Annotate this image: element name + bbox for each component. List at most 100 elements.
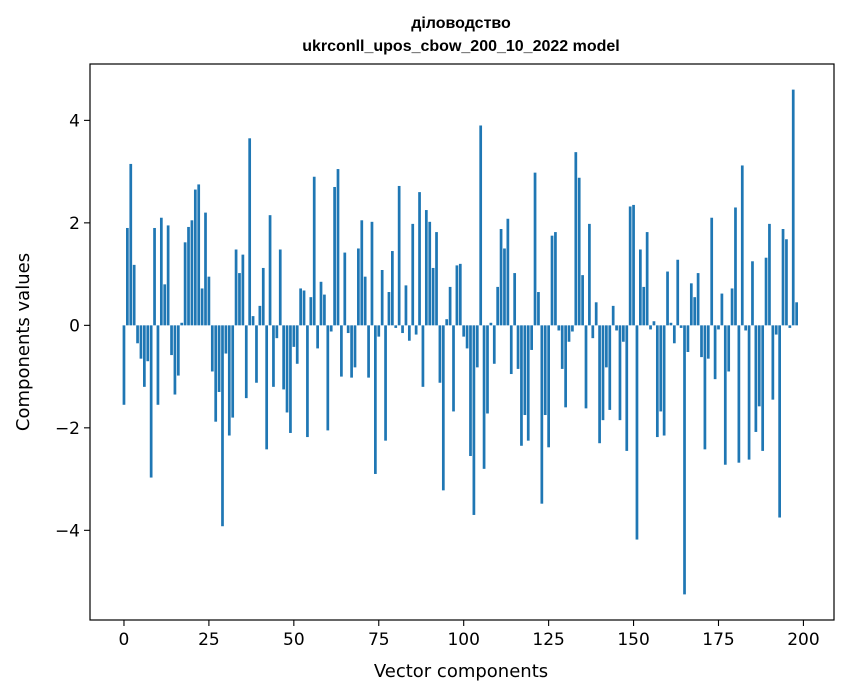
bar: [611, 305, 615, 326]
bar: [282, 325, 285, 390]
bar: [751, 261, 754, 326]
bar: [761, 325, 765, 451]
bar: [448, 286, 452, 326]
bar: [258, 305, 262, 326]
bar: [241, 254, 245, 326]
bar: [655, 325, 659, 438]
bar: [557, 325, 561, 331]
bar: [159, 217, 163, 326]
bar: [126, 227, 129, 326]
bar: [285, 325, 289, 413]
bar: [598, 325, 601, 444]
bar: [520, 325, 523, 446]
bar: [197, 184, 201, 326]
bar: [309, 297, 313, 326]
bar: [669, 322, 673, 326]
bar: [632, 204, 635, 326]
bar: [591, 325, 595, 339]
bar: [136, 325, 139, 344]
bar: [550, 235, 554, 326]
bar: [458, 263, 462, 326]
bar: [333, 186, 336, 326]
bar: [292, 325, 296, 347]
bar: [700, 325, 703, 358]
y-axis-label: Components values: [13, 253, 34, 431]
bar: [791, 89, 795, 326]
bar: [455, 265, 459, 326]
bar: [411, 223, 415, 326]
bar: [628, 206, 632, 326]
bar: [153, 227, 156, 326]
bar: [703, 325, 707, 450]
bar: [404, 285, 408, 326]
bar: [424, 210, 428, 326]
bar: [357, 248, 360, 326]
bar: [645, 232, 649, 326]
bar: [492, 325, 496, 364]
bar: [509, 325, 513, 375]
bar: [414, 325, 418, 335]
bar: [312, 176, 316, 326]
bar: [210, 325, 214, 372]
bar: [659, 325, 663, 412]
bar: [272, 325, 275, 387]
bar: [482, 325, 486, 469]
bar: [363, 276, 367, 326]
bar: [180, 322, 184, 326]
bar: [323, 294, 326, 326]
bar: [173, 325, 177, 395]
bar: [605, 325, 608, 368]
bar: [652, 321, 656, 326]
bar: [227, 325, 231, 436]
bar: [625, 325, 629, 451]
bar: [649, 325, 652, 330]
bar: [343, 252, 347, 326]
bar: [275, 325, 279, 339]
y-tick-label: −2: [55, 419, 80, 439]
bar: [441, 325, 445, 491]
bar: [547, 325, 550, 448]
bar: [581, 275, 584, 326]
bar: [737, 325, 741, 463]
bar: [217, 325, 221, 392]
bar: [129, 163, 133, 326]
bar: [238, 273, 241, 326]
bar: [788, 325, 792, 328]
bar: [431, 267, 435, 326]
bar: [754, 325, 758, 432]
bar: [479, 125, 483, 326]
bar: [564, 325, 567, 408]
x-tick-label: 150: [617, 630, 649, 650]
bar: [554, 232, 557, 326]
bar: [295, 325, 299, 364]
bar: [214, 325, 218, 422]
bar: [316, 325, 319, 349]
x-tick-label: 0: [119, 630, 130, 650]
bar: [764, 257, 768, 326]
bar: [744, 325, 748, 331]
bar: [187, 226, 190, 326]
bar: [734, 207, 737, 326]
bar: [571, 325, 574, 332]
bar: [231, 325, 235, 418]
bar: [720, 293, 724, 326]
bar: [696, 273, 700, 326]
bar: [428, 221, 432, 326]
bar: [221, 325, 224, 527]
bar: [635, 325, 639, 540]
bar: [278, 249, 282, 326]
bar: [642, 286, 646, 326]
bar: [686, 325, 690, 352]
x-tick-label: 175: [702, 630, 734, 650]
bar: [771, 325, 775, 400]
bar: [132, 264, 136, 326]
bar: [475, 325, 479, 368]
x-tick-label: 200: [787, 630, 819, 650]
bar: [689, 283, 693, 326]
bar: [299, 288, 302, 326]
bar: [706, 325, 710, 359]
bar: [608, 325, 612, 410]
bar: [567, 325, 571, 342]
bar: [785, 239, 788, 326]
bar: [662, 325, 666, 436]
